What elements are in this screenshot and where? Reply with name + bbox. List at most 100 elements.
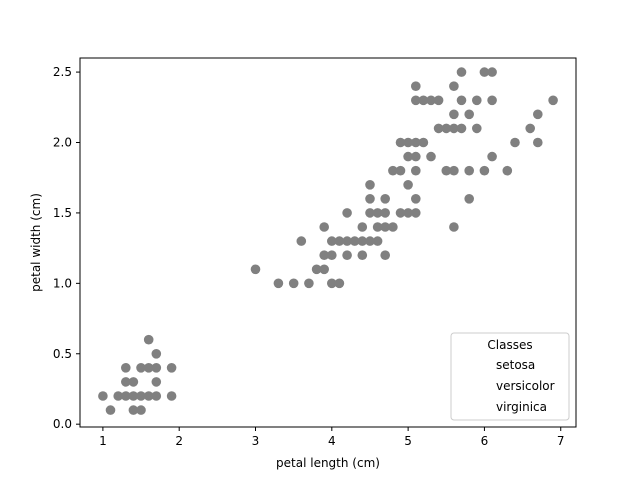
data-point [128,391,139,401]
data-point [418,95,429,106]
data-point [342,208,352,218]
data-point [334,236,345,246]
data-point [502,165,513,176]
data-point [449,165,459,176]
data-point [456,95,467,106]
data-point [441,165,452,176]
data-point [403,180,413,190]
y-tick-label: 0.5 [53,347,72,361]
data-point [380,222,391,232]
data-point [487,95,497,106]
data-point [121,377,131,387]
data-point [143,334,154,345]
data-point [372,208,383,218]
data-point [311,264,322,275]
data-point [151,391,162,401]
data-point [487,151,497,162]
data-point [357,222,368,232]
data-point [151,349,162,359]
x-tick-label: 1 [99,434,107,448]
data-point [121,363,131,373]
y-tick-label: 1.5 [53,206,72,220]
data-point [426,95,436,106]
data-point [143,391,154,401]
data-point [105,405,116,415]
data-point [166,391,177,401]
data-point [342,250,352,260]
data-point [121,391,131,401]
data-point [395,208,406,218]
y-tick-label: 0.0 [53,417,72,431]
data-point [533,109,543,120]
data-point [151,363,162,373]
data-point [342,236,352,246]
data-point [479,67,490,77]
y-tick-label: 2.5 [53,65,72,79]
data-point [349,236,360,246]
x-tick-label: 5 [404,434,412,448]
data-point [426,151,436,162]
data-point [533,137,543,148]
data-point [433,95,444,106]
data-point [456,123,467,134]
y-tick-label: 2.0 [53,136,72,150]
data-point [403,151,413,162]
data-point [128,405,139,415]
data-point [304,278,314,289]
legend-box [450,332,570,421]
data-point [250,264,261,275]
data-point [357,236,368,246]
data-point [143,363,154,373]
data-point [449,222,459,232]
y-tick-label: 1.0 [53,276,72,290]
data-point [441,123,452,134]
data-point [365,194,375,204]
data-point [464,109,475,120]
ticks-layer: 1 2 3 4 5 6 7 0.0 0.5 1.0 1.5 2.0 2.5 [53,65,565,448]
y-axis-label: petal width (cm) [29,193,43,292]
data-point [479,165,490,176]
points-layer [98,67,558,415]
legend-entry-setosa: setosa [496,358,535,372]
legend-entry-versicolor: versicolor [496,379,555,393]
x-tick-label: 6 [481,434,489,448]
data-point [380,194,391,204]
data-point [327,278,337,289]
data-point [372,222,383,232]
data-point [98,391,108,401]
data-point [449,123,459,134]
data-point [365,180,375,190]
x-tick-label: 3 [252,434,260,448]
data-point [319,222,330,232]
data-point [411,208,421,218]
data-point [403,137,413,148]
plot-area-frame [79,57,577,428]
data-point [365,208,375,218]
data-point [334,278,345,289]
x-axis-label: petal length (cm) [276,456,380,470]
data-point [388,222,398,232]
data-point [411,95,421,106]
data-point [319,250,330,260]
data-point [136,363,146,373]
data-point [403,208,413,218]
x-tick-label: 2 [175,434,183,448]
data-point [472,123,482,134]
data-point [113,391,123,401]
data-point [327,250,337,260]
data-point [411,137,421,148]
data-point [372,236,383,246]
data-point [136,391,146,401]
data-point [411,165,421,176]
data-point [288,278,299,289]
data-point [510,137,520,148]
data-point [464,165,475,176]
data-point [357,250,368,260]
data-point [395,137,406,148]
data-point [166,363,177,373]
data-point [136,405,146,415]
data-point [449,81,459,91]
legend-entry-virginica: virginica [496,400,547,414]
data-point [548,95,558,106]
